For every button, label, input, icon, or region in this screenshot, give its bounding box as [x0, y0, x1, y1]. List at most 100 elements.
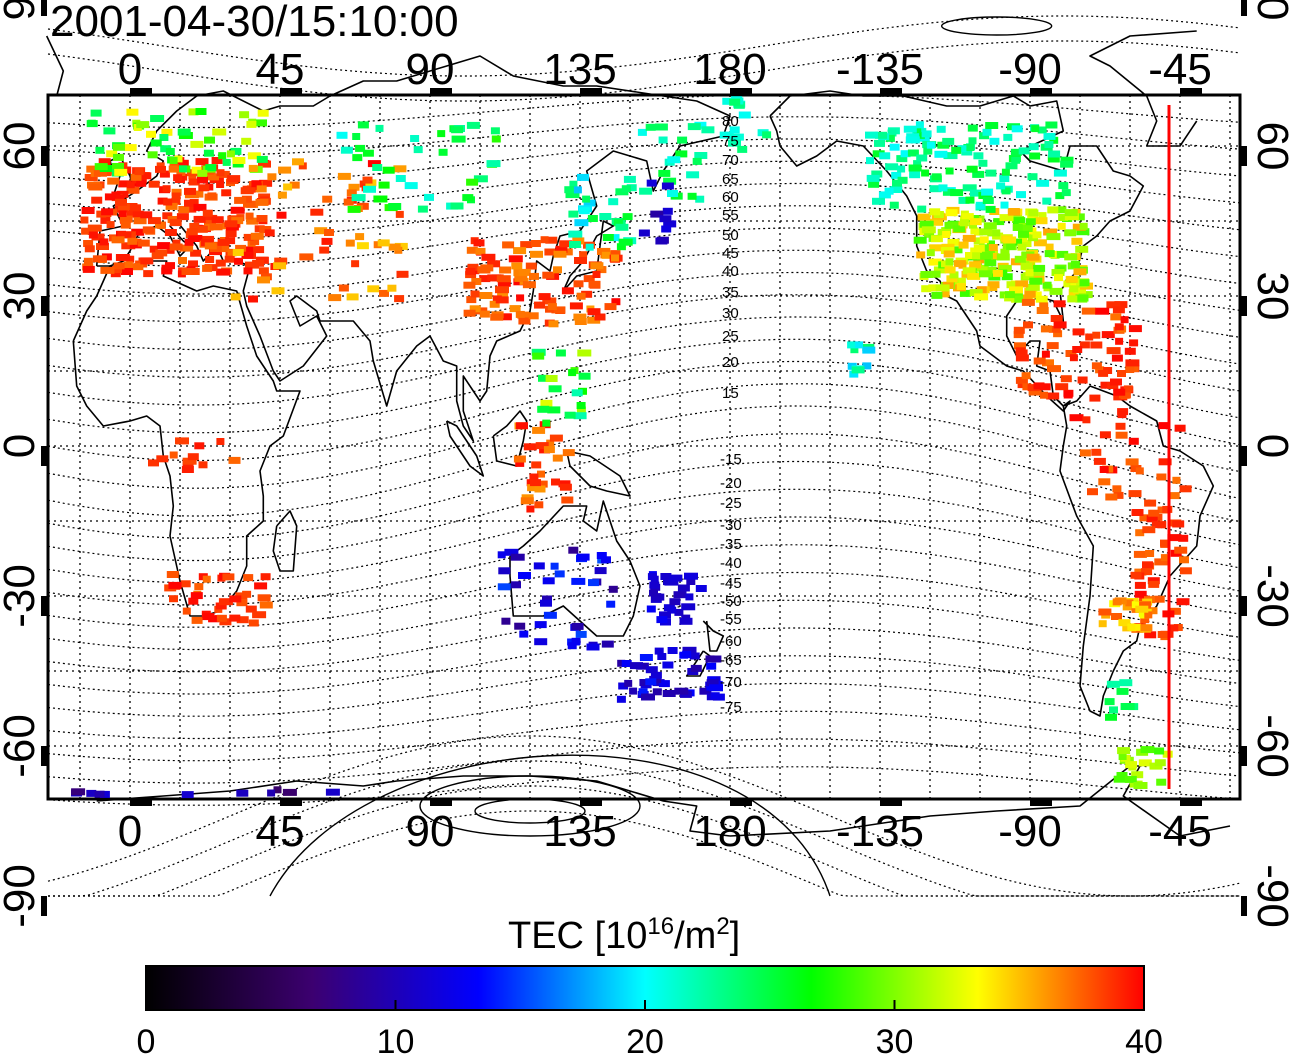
tec-cell [690, 664, 702, 672]
tec-cell [110, 270, 121, 278]
tec-cell [887, 129, 897, 137]
tec-cell [961, 148, 973, 156]
tec-cell [1035, 295, 1048, 303]
tec-cell [699, 687, 712, 695]
tec-cell [930, 218, 944, 226]
tec-cell [348, 183, 360, 191]
tec-cell [709, 684, 723, 692]
tec-cell [1056, 250, 1069, 258]
colorbar-tick-label: 20 [626, 1023, 664, 1057]
tec-cell [340, 146, 353, 154]
tec-cell [1042, 197, 1052, 205]
tec-cell [1036, 179, 1050, 187]
contour-line [47, 710, 1241, 762]
tec-cell [677, 584, 690, 592]
tec-cell [866, 157, 874, 165]
tec-cell [953, 225, 966, 233]
contour-line [47, 735, 1241, 897]
tec-cell [1091, 448, 1102, 456]
tec-cell [1178, 534, 1189, 542]
top-lon-label: -135 [836, 45, 924, 94]
tec-cell [216, 268, 231, 276]
tec-cell [967, 272, 981, 280]
tec-cell [662, 690, 676, 697]
tec-cell [534, 638, 548, 646]
tec-cell [113, 143, 125, 151]
tec-cell [926, 249, 935, 257]
tec-cell [577, 173, 589, 181]
tec-cell [729, 126, 740, 134]
tec-cell [182, 457, 197, 465]
contour-line [47, 227, 1241, 295]
tec-cell [862, 346, 876, 354]
tec-cell [662, 207, 673, 215]
tec-cell [562, 449, 575, 457]
contour-label: 50 [722, 227, 739, 244]
tec-cell [1029, 277, 1043, 285]
tec-cell [1069, 414, 1084, 422]
contour-label: -45 [720, 575, 742, 592]
colorbar-title: TEC [1016/m2] [508, 913, 740, 957]
tec-cell [1079, 341, 1090, 349]
tec-cell [999, 214, 1014, 222]
tec-cell [542, 577, 555, 585]
bottom-lon-label: -135 [836, 807, 924, 856]
tec-cell [908, 164, 922, 172]
tec-cell [638, 688, 648, 696]
tec-cell [515, 310, 525, 318]
tec-cell [92, 255, 107, 263]
tec-cell [855, 341, 863, 349]
contour-label: -30 [720, 517, 742, 534]
tec-cell [1112, 598, 1122, 606]
coastline [96, 765, 1231, 837]
tec-cell [970, 227, 979, 235]
tec-cell [1115, 431, 1128, 439]
tec-cell [949, 271, 959, 279]
contour-label: -55 [720, 611, 742, 628]
tec-cell [692, 157, 702, 165]
tec-cell [236, 789, 249, 797]
tec-cell [957, 145, 967, 153]
tec-cell [470, 290, 480, 298]
tec-cell [140, 211, 153, 219]
tec-cell [118, 180, 132, 188]
tec-cell [1125, 761, 1138, 769]
tec-cell [228, 456, 241, 464]
tec-cell [1029, 152, 1041, 160]
tec-cell [227, 175, 241, 183]
tec-cell [121, 268, 133, 275]
tec-cell [171, 188, 182, 196]
contour-line [47, 433, 1241, 539]
tec-cell [924, 230, 935, 238]
tec-cell [184, 238, 194, 246]
tec-cell [1168, 492, 1180, 500]
tec-cell [937, 141, 950, 149]
tec-data-cells [71, 96, 1192, 799]
tec-cell [86, 165, 97, 173]
tec-cell [982, 197, 994, 204]
tec-cell [188, 260, 198, 268]
tec-cell [956, 283, 966, 290]
timestamp-title: 2001-04-30/15:10:00 [50, 0, 459, 46]
tec-cell [891, 171, 902, 179]
contour-line [47, 338, 1241, 434]
tec-cell [509, 305, 521, 313]
tec-cell [190, 140, 204, 148]
tec-cell [629, 687, 638, 695]
tec-cell [998, 264, 1012, 272]
tec-cell [654, 123, 668, 131]
tec-cell [969, 261, 982, 269]
tec-cell [872, 197, 885, 205]
tec-cell [1041, 350, 1050, 358]
tec-cell [547, 303, 557, 311]
tec-cell [466, 178, 479, 186]
tec-cell [944, 266, 956, 274]
tec-cell [510, 553, 525, 561]
colorbar-tick-label: 10 [377, 1023, 415, 1057]
contour-label: -70 [720, 674, 742, 691]
tec-cell [650, 671, 662, 679]
tec-cell [544, 248, 556, 256]
tec-cell [610, 250, 621, 258]
tec-cell [126, 210, 139, 218]
tec-cell [588, 579, 599, 587]
